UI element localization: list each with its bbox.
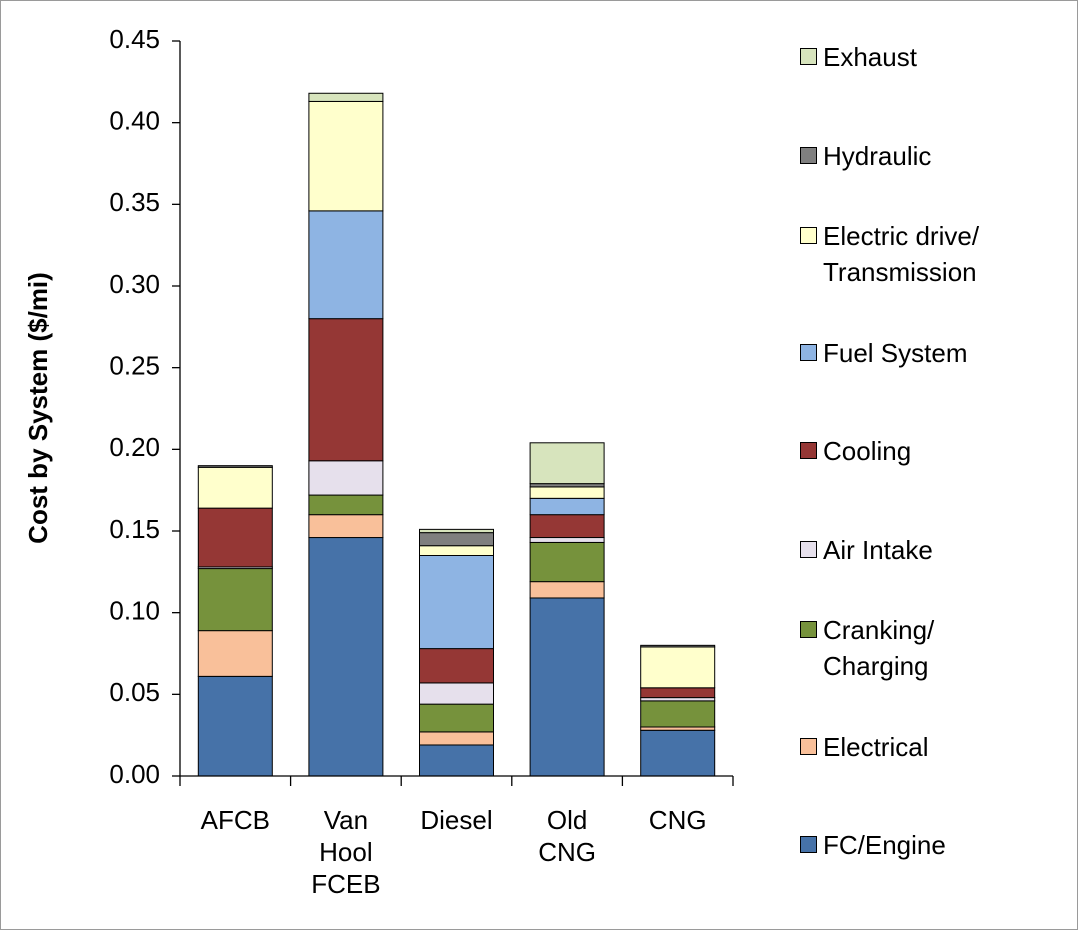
bar-segment (308, 537, 384, 777)
y-tick-label: 0.45 (109, 24, 160, 54)
bar-segment (197, 675, 273, 777)
bar-segment (640, 687, 716, 699)
legend-key (800, 737, 817, 755)
y-tick-label: 0.05 (109, 677, 160, 707)
bar-segment (308, 210, 384, 320)
bar-segment (419, 703, 494, 733)
legend-item: Electric drive/ Transmission (800, 218, 1033, 290)
legend-key (800, 227, 817, 244)
bar-segment (419, 648, 494, 684)
x-tick-label: CNG (648, 805, 707, 835)
bar-segment (308, 92, 384, 102)
bar-segment (419, 545, 494, 557)
x-tick-label: Diesel (420, 805, 493, 835)
legend-item: Electrical (800, 729, 1033, 765)
bar-segment (308, 100, 384, 212)
legend-item: Cooling (800, 433, 1033, 469)
bar-segment (529, 486, 605, 499)
bar-segment (640, 646, 716, 689)
bar-segment (197, 630, 273, 677)
y-tick-label: 0.35 (109, 187, 160, 217)
bar-segment (529, 537, 605, 543)
bar-segment (197, 465, 273, 468)
bar-segment (308, 514, 384, 539)
legend-item: Hydraulic (800, 138, 1033, 174)
legend-label: Exhaust (823, 42, 917, 72)
legend-key (800, 343, 817, 361)
y-tick-label: 0.30 (109, 269, 160, 299)
bar-segment (640, 644, 716, 648)
bar-segment (419, 528, 494, 534)
legend-key (800, 146, 817, 164)
bar-segment (419, 682, 494, 705)
legend-key (800, 442, 817, 459)
y-tick-label: 0.10 (109, 596, 160, 626)
bar-segment (308, 318, 384, 462)
bar-segment (419, 532, 494, 547)
bar-segment (419, 555, 494, 650)
legend-item: FC/Engine (800, 827, 1033, 863)
legend-label: Cranking/ Charging (823, 615, 935, 681)
legend-label: Hydraulic (823, 140, 932, 171)
bar-segment (419, 744, 494, 777)
legend-label: Fuel System (823, 337, 968, 368)
legend-key (800, 836, 817, 853)
y-tick-label: 0.20 (109, 432, 160, 462)
bar-segment (640, 700, 716, 728)
legend-key (800, 621, 817, 638)
legend-item: Exhaust (800, 39, 1033, 75)
bar-segment (419, 731, 494, 746)
bar-segment (197, 507, 273, 568)
y-tick-label: 0.25 (109, 351, 160, 381)
bar-segment (197, 568, 273, 632)
legend-label: Electric drive/ Transmission (823, 221, 980, 287)
bar-segment (529, 497, 605, 516)
legend-key (800, 48, 817, 65)
bar-segment (308, 494, 384, 516)
y-axis-title: Cost by System ($/mi) (23, 272, 53, 544)
x-tick-label: AFCB (200, 805, 270, 835)
x-tick-label: Van Hool FCEB (311, 805, 381, 899)
legend-item: Fuel System (800, 335, 1033, 371)
bar-segment (529, 541, 605, 583)
legend-label: Electrical (823, 731, 929, 762)
legend-item: Air Intake (800, 532, 1033, 568)
y-tick-label: 0.40 (109, 106, 160, 136)
bar-segment (308, 460, 384, 496)
bar-segment (529, 514, 605, 539)
bar-segment (197, 466, 273, 509)
x-tick-label: Old CNG (538, 805, 596, 867)
legend-item: Cranking/ Charging (800, 612, 1033, 684)
bar-segment (529, 442, 605, 485)
bar-segment (640, 729, 716, 777)
legend-key (800, 540, 817, 558)
y-tick-label: 0.00 (109, 759, 160, 789)
bar-segment (529, 597, 605, 777)
legend-label: Cooling (823, 436, 912, 466)
bar-segment (529, 581, 605, 599)
legend-label: FC/Engine (823, 830, 946, 860)
legend-label: Air Intake (823, 534, 933, 565)
y-tick-label: 0.15 (109, 514, 160, 544)
